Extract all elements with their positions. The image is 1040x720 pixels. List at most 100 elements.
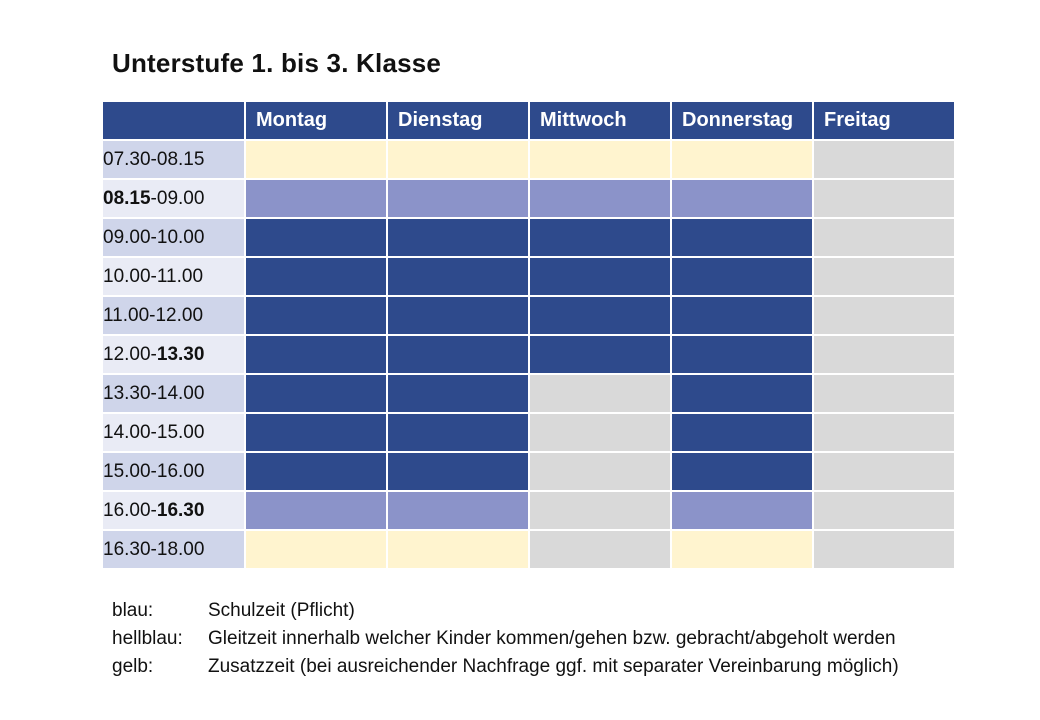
schedule-cell-lightblue [670,490,814,531]
time-end: 09.00 [156,187,205,209]
schedule-cell-blue [244,373,388,414]
day-header: Freitag [812,100,956,141]
time-slot: 12.00-13.30 [101,334,246,375]
time-start: 16.00 [103,499,151,521]
legend-item: gelb: Zusatzzeit (bei ausreichender Nach… [112,653,899,681]
schedule-cell-yellow [244,529,388,570]
header-corner [101,100,246,141]
schedule-cell-gray [812,334,956,375]
time-start: 13.30 [103,382,151,404]
schedule-cell-blue [528,217,672,258]
time-start: 12.00 [103,343,151,365]
schedule-cell-gray [812,529,956,570]
legend-text: Zusatzzeit (bei ausreichender Nachfrage … [208,656,899,677]
time-end: 16.00 [156,460,205,482]
schedule-cell-blue [528,256,672,297]
schedule-cell-lightblue [386,490,530,531]
schedule-cell-blue [386,412,530,453]
schedule-cell-blue [670,412,814,453]
time-row: 12.00-13.30 [101,334,956,375]
schedule-cell-blue [386,295,530,336]
page-title: Unterstufe 1. bis 3. Klasse [112,48,442,78]
schedule-table: Montag Dienstag Mittwoch Donnerstag Frei… [101,100,956,570]
schedule-cell-lightblue [528,178,672,219]
day-header: Donnerstag [670,100,814,141]
time-separator: - [150,343,157,365]
time-separator: - [150,460,157,482]
schedule-cell-blue [244,256,388,297]
legend-key: gelb: [112,656,154,677]
time-start: 10.00 [103,265,151,287]
time-slot: 08.15-09.00 [101,178,246,219]
schedule-cell-gray [528,451,672,492]
schedule-cell-blue [670,451,814,492]
schedule-cell-lightblue [244,490,388,531]
schedule-cell-blue [670,217,814,258]
time-slot: 16.00-16.30 [101,490,246,531]
time-separator: - [150,148,157,170]
schedule-cell-blue [528,295,672,336]
schedule-cell-lightblue [386,178,530,219]
time-slot: 11.00-12.00 [101,295,246,336]
schedule-cell-gray [812,373,956,414]
legend-key: blau: [112,600,154,621]
day-header: Mittwoch [528,100,672,141]
time-start: 08.15 [103,187,151,209]
time-slot: 13.30-14.00 [101,373,246,414]
schedule-cell-gray [528,490,672,531]
schedule-cell-blue [244,412,388,453]
schedule-cell-lightblue [244,178,388,219]
time-separator: - [150,538,157,560]
time-row: 07.30-08.15 [101,139,956,180]
legend-text: Schulzeit (Pflicht) [208,600,355,621]
time-row: 13.30-14.00 [101,373,956,414]
time-end: 08.15 [156,148,205,170]
legend-key: hellblau: [112,628,183,649]
schedule-cell-blue [386,256,530,297]
time-end: 14.00 [156,382,205,404]
header-row: Montag Dienstag Mittwoch Donnerstag Frei… [101,100,956,141]
time-slot: 07.30-08.15 [101,139,246,180]
schedule-cell-yellow [670,529,814,570]
schedule-cell-lightblue [670,178,814,219]
time-row: 09.00-10.00 [101,217,956,258]
legend-item: hellblau: Gleitzeit innerhalb welcher Ki… [112,625,899,653]
schedule-cell-gray [812,295,956,336]
time-end: 10.00 [156,226,205,248]
schedule-cell-blue [244,334,388,375]
schedule-cell-gray [528,412,672,453]
schedule-cell-yellow [528,139,672,180]
schedule-cell-gray [528,529,672,570]
schedule-cell-yellow [386,529,530,570]
schedule-cell-yellow [244,139,388,180]
schedule-cell-blue [386,334,530,375]
schedule-cell-blue [386,217,530,258]
schedule-cell-yellow [670,139,814,180]
time-separator: - [150,499,157,521]
schedule-cell-gray [812,217,956,258]
schedule-cell-blue [386,451,530,492]
day-header: Dienstag [386,100,530,141]
schedule-cell-blue [528,334,672,375]
time-end: 16.30 [156,499,205,521]
time-separator: - [150,421,157,443]
schedule-cell-blue [244,451,388,492]
schedule-cell-gray [812,256,956,297]
time-row: 16.00-16.30 [101,490,956,531]
time-separator: - [150,187,157,209]
time-start: 14.00 [103,421,151,443]
legend-text: Gleitzeit innerhalb welcher Kinder komme… [208,628,896,649]
schedule-cell-blue [670,295,814,336]
time-start: 16.30 [103,538,151,560]
time-row: 10.00-11.00 [101,256,956,297]
schedule-cell-blue [244,217,388,258]
schedule-body: 07.30-08.15 08.15-09.00 09.00-10.00 10.00-1… [101,139,956,570]
time-start: 09.00 [103,226,151,248]
time-start: 07.30 [103,148,151,170]
time-end: 15.00 [156,421,205,443]
schedule-cell-blue [244,295,388,336]
time-start: 15.00 [103,460,151,482]
time-slot: 09.00-10.00 [101,217,246,258]
legend: blau: Schulzeit (Pflicht) hellblau: Glei… [112,597,899,681]
time-end: 13.30 [156,343,205,365]
